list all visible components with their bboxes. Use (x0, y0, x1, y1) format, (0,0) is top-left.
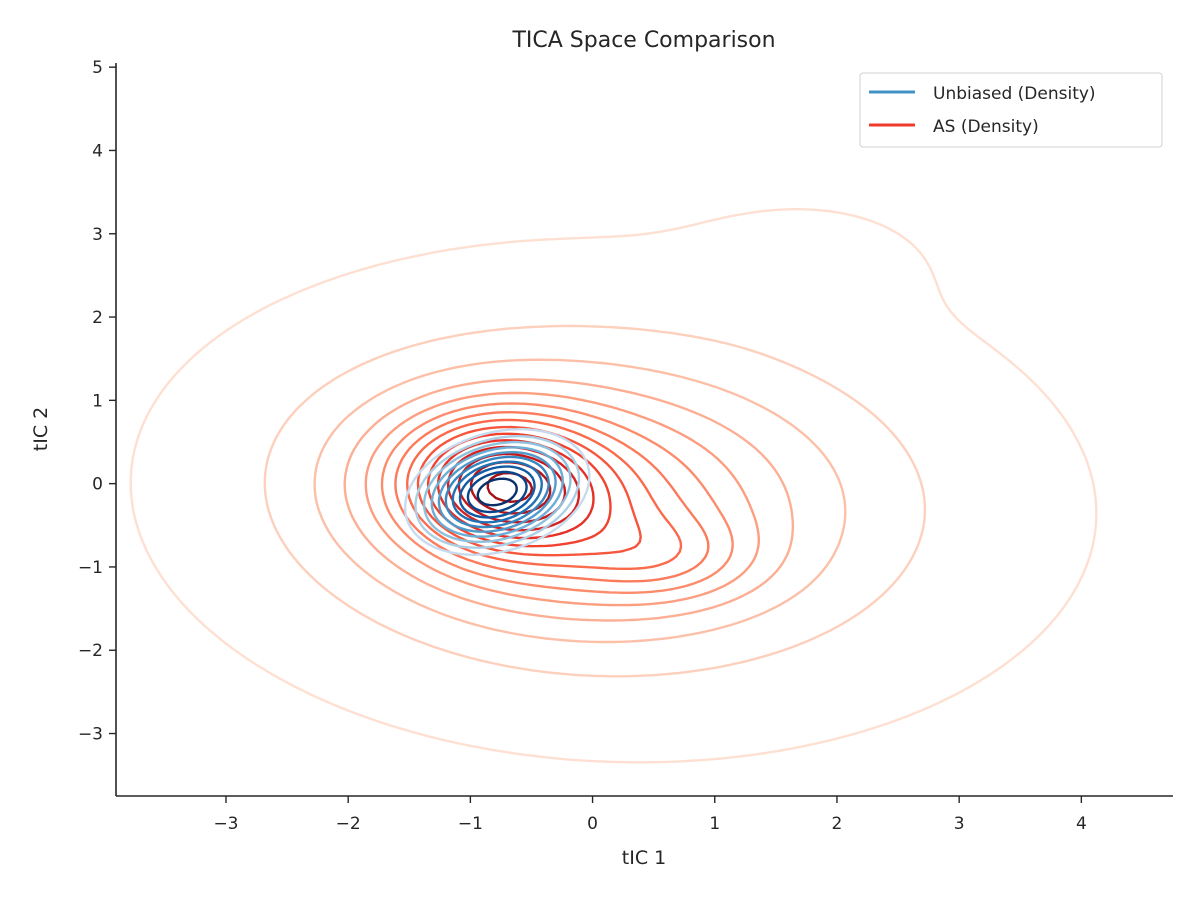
y-tick-label: 2 (92, 308, 103, 328)
as-density-contours (129, 208, 1098, 764)
unbiased-density-contour (414, 435, 581, 549)
y-tick-label: 0 (92, 475, 103, 495)
x-tick-label: −1 (458, 814, 483, 834)
x-axis-label: tIC 1 (622, 847, 666, 869)
legend-label-as: AS (Density) (933, 117, 1039, 137)
plot-area (129, 208, 1098, 764)
as-density-contour (263, 324, 927, 678)
as-density-contour (129, 208, 1098, 764)
contour-layer (129, 208, 1098, 764)
unbiased-density-contour (422, 440, 572, 543)
as-density-contour (486, 472, 534, 503)
unbiased-density-contour (476, 477, 518, 507)
as-density-contour (394, 411, 710, 583)
legend-label-unbiased: Unbiased (Density) (933, 84, 1096, 104)
as-density-contour (364, 391, 760, 607)
unbiased-density-contours (404, 428, 591, 556)
unbiased-density-contour (458, 465, 536, 519)
as-density-contour (380, 402, 734, 594)
y-tick-label: 1 (92, 391, 103, 411)
x-tick-label: 4 (1076, 814, 1087, 834)
unbiased-density-contour (451, 460, 543, 524)
as-density-contour (313, 358, 847, 644)
y-tick-label: 3 (92, 225, 103, 245)
unbiased-density-contour (430, 446, 564, 538)
unbiased-density-contour (404, 428, 591, 556)
x-tick-label: −3 (213, 814, 238, 834)
x-tick-label: 0 (587, 814, 598, 834)
axes: −3 −2 −1 0 1 2 3 4 −3 −2 −1 0 1 2 3 4 5 (78, 58, 1173, 834)
x-ticks: −3 −2 −1 0 1 2 3 4 (213, 796, 1087, 834)
x-tick-label: 1 (709, 814, 720, 834)
x-tick-label: 3 (954, 814, 965, 834)
unbiased-density-contour (444, 455, 550, 529)
y-tick-label: 4 (92, 141, 103, 161)
as-density-contour (343, 378, 795, 622)
y-axis-label: tIC 2 (30, 407, 52, 451)
x-tick-label: −2 (336, 814, 361, 834)
chart-title: TICA Space Comparison (511, 28, 775, 53)
legend-box (859, 72, 1163, 148)
y-tick-label: −2 (78, 641, 103, 661)
y-tick-label: 5 (92, 58, 103, 78)
legend: Unbiased (Density) AS (Density) (859, 72, 1163, 148)
y-tick-label: −1 (78, 558, 103, 578)
x-tick-label: 2 (832, 814, 843, 834)
y-ticks: −3 −2 −1 0 1 2 3 4 5 (78, 58, 116, 745)
unbiased-density-contour (466, 470, 528, 514)
unbiased-density-contour (437, 451, 557, 533)
y-tick-label: −3 (78, 725, 103, 745)
